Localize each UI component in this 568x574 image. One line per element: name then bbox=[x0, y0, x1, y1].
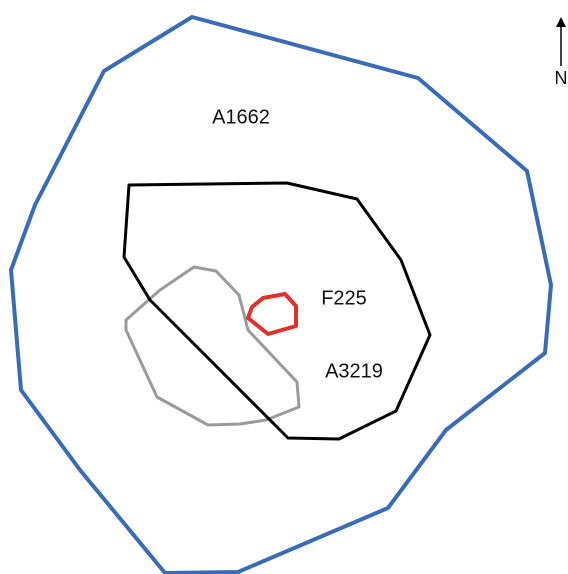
boundary-outer bbox=[9, 15, 553, 574]
north-label: N bbox=[555, 68, 568, 88]
boundary-inner bbox=[122, 181, 432, 441]
label: F225 bbox=[321, 287, 367, 309]
boundary-red bbox=[246, 292, 298, 336]
boundary-gray bbox=[124, 265, 301, 427]
label: A3219 bbox=[325, 360, 383, 382]
label: A1662 bbox=[212, 106, 270, 128]
north-arrowhead bbox=[556, 17, 566, 27]
